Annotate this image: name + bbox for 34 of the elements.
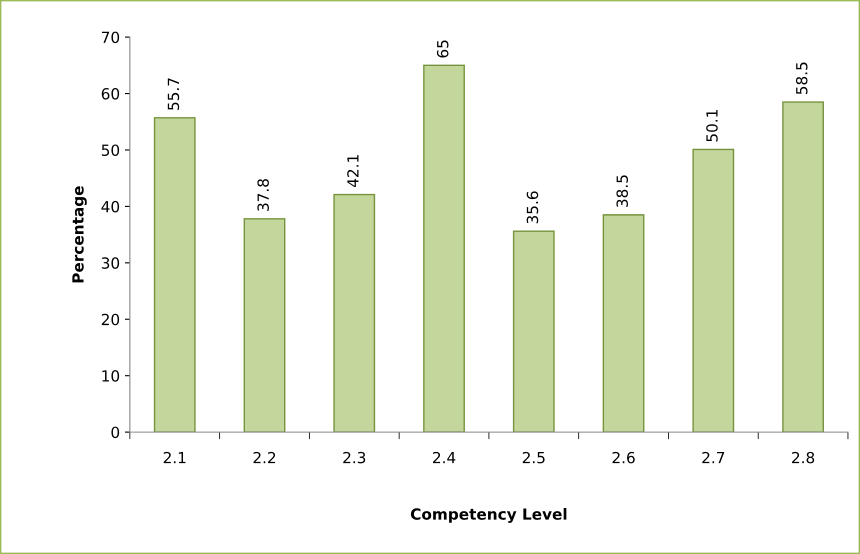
bar bbox=[333, 194, 376, 432]
bar bbox=[692, 148, 734, 432]
data-label: 50.1 bbox=[706, 110, 718, 142]
y-tick-label: 70 bbox=[102, 32, 120, 44]
y-tick-label: 50 bbox=[102, 144, 120, 156]
y-tick-label: 60 bbox=[102, 88, 120, 100]
y-tick-label: 30 bbox=[102, 257, 120, 269]
data-label: 38.5 bbox=[616, 175, 628, 207]
data-label: 55.7 bbox=[168, 78, 180, 110]
x-tick-label: 2.3 bbox=[343, 452, 366, 464]
data-label: 35.6 bbox=[526, 191, 538, 224]
x-tick-label: 2.4 bbox=[433, 452, 456, 464]
y-tick-label: 10 bbox=[102, 370, 120, 382]
y-tick-label: 0 bbox=[111, 426, 120, 438]
data-label: 58.5 bbox=[796, 62, 808, 94]
bar bbox=[782, 101, 824, 432]
bar bbox=[602, 214, 644, 432]
data-label: 65 bbox=[436, 40, 448, 58]
bar bbox=[244, 218, 286, 432]
x-tick-label: 2.6 bbox=[612, 452, 635, 464]
y-axis-title: Percentage bbox=[72, 186, 87, 282]
x-tick-label: 2.5 bbox=[522, 452, 545, 464]
x-tick-label: 2.8 bbox=[792, 452, 814, 464]
x-tick-label: 2.1 bbox=[164, 452, 186, 464]
x-tick-label: 2.7 bbox=[702, 452, 724, 464]
data-label: 37.8 bbox=[257, 179, 269, 211]
bar bbox=[423, 64, 465, 432]
bar bbox=[154, 117, 196, 432]
bar bbox=[512, 230, 555, 432]
x-axis-title: Competency Level bbox=[410, 508, 566, 523]
x-tick-label: 2.2 bbox=[253, 452, 276, 464]
y-tick-label: 40 bbox=[101, 200, 120, 212]
y-tick-label: 20 bbox=[102, 314, 120, 326]
data-label: 42.1 bbox=[347, 155, 358, 188]
